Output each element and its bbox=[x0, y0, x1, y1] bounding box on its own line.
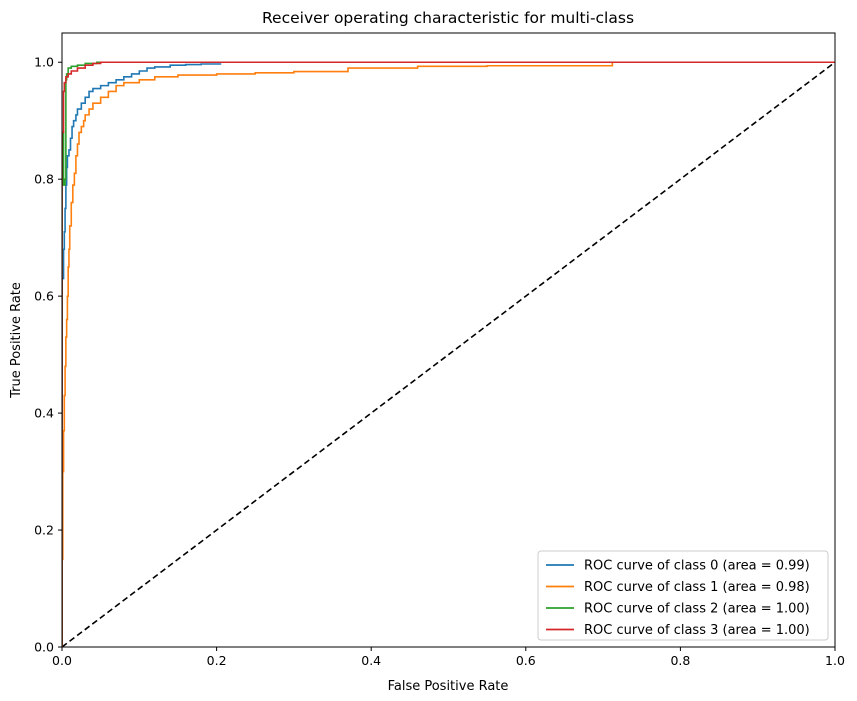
y-tick-label: 0.6 bbox=[34, 289, 54, 304]
y-tick-label: 0.8 bbox=[34, 172, 54, 187]
x-tick-label: 0.0 bbox=[52, 653, 72, 668]
series-group bbox=[62, 61, 835, 647]
legend-label: ROC curve of class 3 (area = 1.00) bbox=[584, 623, 810, 638]
legend-label: ROC curve of class 1 (area = 0.98) bbox=[584, 580, 810, 595]
legend: ROC curve of class 0 (area = 0.99) ROC cu… bbox=[537, 550, 829, 641]
x-tick-label: 0.4 bbox=[361, 653, 381, 668]
x-tick-label: 1.0 bbox=[825, 653, 845, 668]
legend-label: ROC curve of class 0 (area = 0.99) bbox=[584, 559, 810, 574]
legend-box bbox=[537, 550, 829, 641]
chance-line bbox=[62, 61, 835, 647]
y-tick-label: 1.0 bbox=[34, 55, 54, 70]
y-tick-label: 0.0 bbox=[34, 640, 54, 655]
roc-curve-class-1 bbox=[62, 61, 835, 647]
y-tick-label: 0.2 bbox=[34, 523, 54, 538]
axes-frame bbox=[61, 32, 836, 648]
x-tick-label: 0.2 bbox=[207, 653, 227, 668]
plot-area: 0.0 0.2 0.4 0.6 0.8 1.0 0.0 0.2 0.4 0.6 0.8 1.0 ROC … bbox=[34, 32, 845, 668]
chart-title: Receiver operating characteristic for mu… bbox=[262, 9, 634, 27]
roc-curve-class-0 bbox=[62, 63, 222, 647]
roc-curve-class-3 bbox=[62, 61, 835, 647]
x-tick-label: 0.6 bbox=[516, 653, 536, 668]
y-axis-label: True Positive Rate bbox=[9, 282, 24, 399]
x-axis-label: False Positive Rate bbox=[388, 679, 509, 694]
legend-label: ROC curve of class 2 (area = 1.00) bbox=[584, 602, 810, 617]
y-tick-label: 0.4 bbox=[34, 406, 54, 421]
x-tick-label: 0.8 bbox=[670, 653, 690, 668]
